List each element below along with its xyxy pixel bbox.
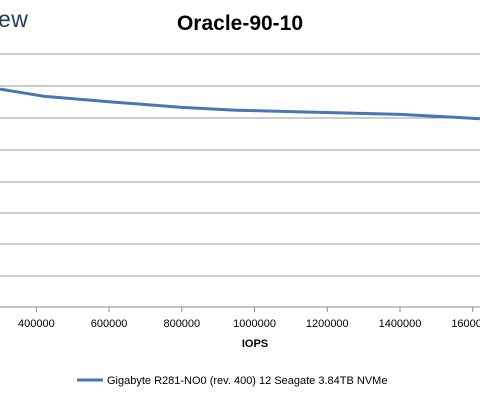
x-tick-label: 1200000	[306, 318, 349, 330]
chart-title: Oracle-90-10	[176, 12, 304, 35]
x-axis-label: IOPS	[242, 338, 268, 350]
x-tick-label: 800000	[163, 318, 200, 330]
series-line	[0, 87, 480, 121]
x-tick-label: 600000	[91, 318, 128, 330]
x-tick-label: 1400000	[379, 318, 422, 330]
legend: Gigabyte R281-NO0 (rev. 400) 12 Seagate …	[77, 375, 387, 387]
x-tick-label: 1000000	[233, 318, 276, 330]
series-lines	[0, 87, 480, 121]
x-tick-labels: 400000 600000 800000 1000000 1200000 1400000 1…	[18, 307, 480, 330]
logo-text: ew	[0, 6, 29, 32]
legend-label: Gigabyte R281-NO0 (rev. 400) 12 Seagate …	[107, 375, 387, 387]
grid-lines	[0, 53, 480, 308]
x-tick-label: 1600000	[451, 318, 480, 330]
x-tick-label: 400000	[18, 318, 55, 330]
